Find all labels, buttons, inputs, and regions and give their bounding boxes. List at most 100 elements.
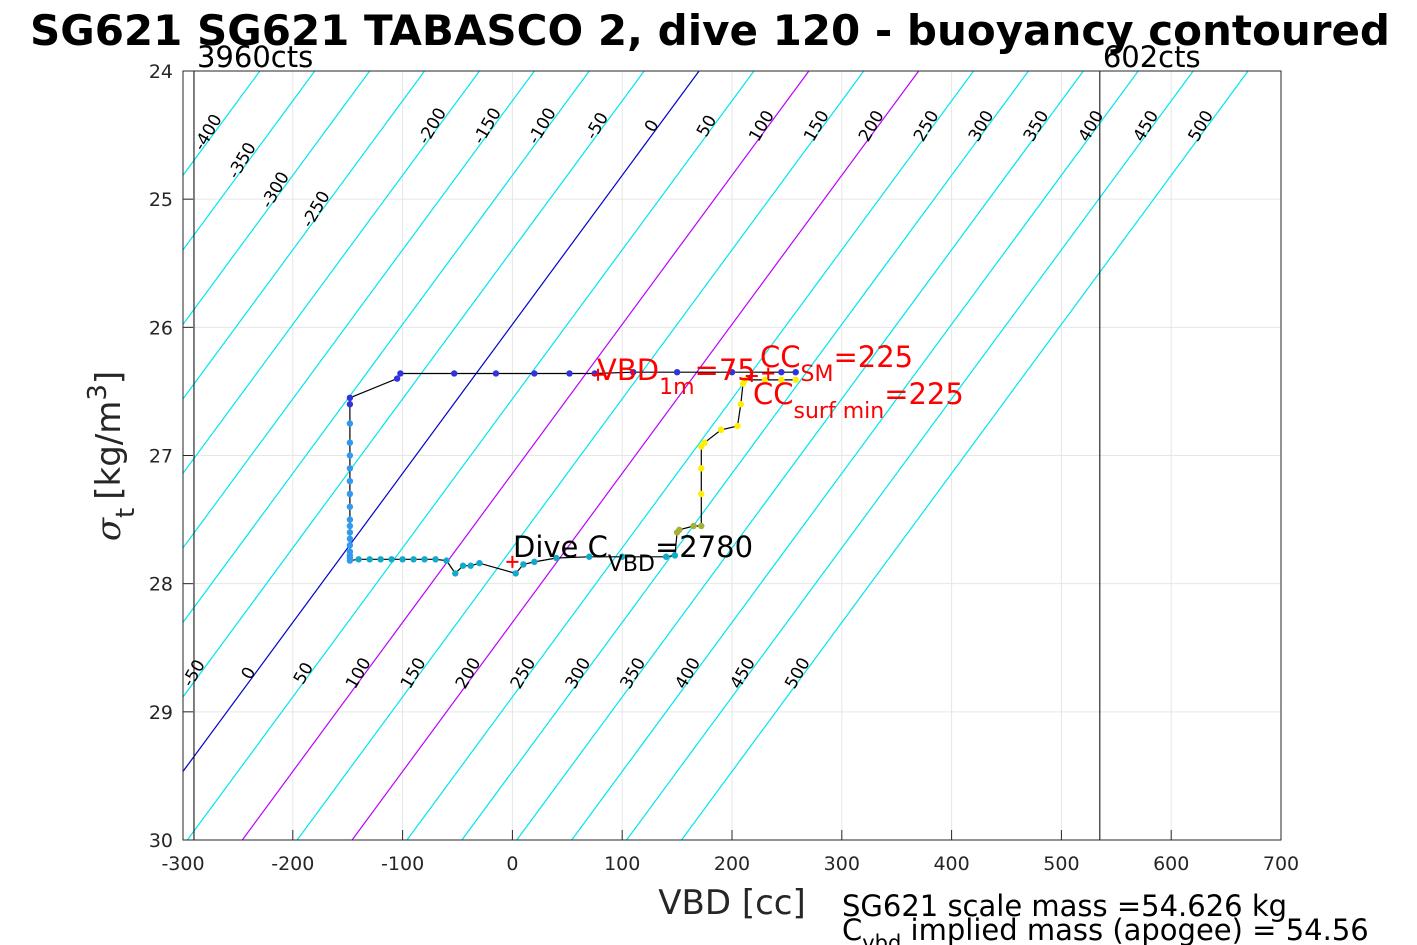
- x-tick-label: 700: [1263, 853, 1299, 875]
- vbd-limit-label: 602cts: [1103, 40, 1201, 74]
- data-point: [619, 553, 626, 560]
- x-tick-label: -300: [161, 853, 204, 875]
- data-point: [346, 452, 354, 459]
- buoyancy-contour-line: [183, 71, 316, 251]
- data-point: [346, 535, 354, 543]
- data-point: [741, 376, 749, 384]
- contour-level-label: 50: [290, 659, 318, 688]
- x-tick-label: 600: [1153, 853, 1189, 875]
- buoyancy-contour-line: [626, 71, 1194, 840]
- buoyancy-contour-line: [406, 71, 975, 840]
- dive-cvbd-sub: VBD: [608, 552, 655, 577]
- data-point: [346, 529, 354, 536]
- data-point: [346, 477, 354, 485]
- annotation-layer: [506, 367, 775, 568]
- data-point: [399, 556, 406, 563]
- data-point: [346, 394, 354, 402]
- buoyancy-contour-line: [183, 71, 371, 326]
- contour-level-label: 200: [855, 107, 889, 145]
- buoyancy-contour-line: [183, 71, 480, 475]
- contour-level-label: 250: [507, 654, 541, 692]
- contour-level-label: -250: [298, 188, 335, 231]
- data-point: [792, 376, 799, 384]
- y-tick-label: 28: [149, 574, 173, 596]
- buoyancy-contour-line: [183, 71, 645, 698]
- buoyancy-contour-line: [183, 71, 426, 400]
- cc-surf-min-sub: surf min: [794, 399, 885, 424]
- x-tick-label: 300: [824, 853, 860, 875]
- contour-level-label: 350: [1020, 107, 1054, 145]
- data-point: [451, 370, 458, 377]
- data-point: [698, 522, 705, 530]
- y-axis-label-sup: 3: [83, 384, 113, 401]
- x-tick-label: 100: [604, 853, 640, 875]
- buoyancy-contour-line: [241, 71, 810, 840]
- contour-level-label: 200: [452, 654, 486, 692]
- contour-level-label: 450: [1130, 107, 1164, 145]
- data-point: [734, 422, 741, 430]
- y-axis-label: σt [kg/m3]: [83, 371, 141, 541]
- data-point: [778, 368, 785, 376]
- x-tick-label: 500: [1043, 853, 1079, 875]
- dive-cvbd-main: Dive C: [513, 530, 608, 564]
- contour-level-label: 150: [397, 654, 431, 692]
- data-point: [410, 556, 417, 563]
- data-point: [676, 526, 683, 534]
- data-point: [393, 375, 401, 382]
- data-point: [346, 503, 354, 510]
- data-point: [690, 522, 697, 530]
- data-point: [452, 570, 459, 577]
- data-point: [432, 556, 439, 563]
- data-point: [629, 368, 637, 376]
- contour-level-label: 400: [671, 654, 705, 692]
- data-point: [459, 562, 467, 569]
- cc-sm-sub: SM: [801, 362, 834, 387]
- data-point: [476, 559, 483, 567]
- buoyancy-contour-line: [351, 71, 920, 840]
- contour-level-label: 500: [781, 654, 815, 692]
- data-point: [512, 570, 519, 577]
- data-point: [728, 368, 736, 376]
- annotation-marker: [506, 555, 519, 568]
- data-point: [443, 557, 450, 564]
- data-point: [346, 490, 354, 498]
- data-point: [792, 368, 799, 376]
- dive-cvbd-value: =2780: [655, 530, 753, 564]
- data-point: [492, 370, 500, 377]
- contour-level-label: -200: [414, 104, 451, 147]
- y-tick-label: 27: [149, 446, 173, 468]
- x-tick-layer: -300 -200 -100 0 100 200 300 400 500 600 700: [161, 830, 1299, 875]
- y-axis-label-unit: [kg/m: [89, 401, 129, 500]
- annotation-marker: [745, 370, 758, 383]
- data-point: [531, 370, 538, 377]
- vbd-1m-main: VBD: [597, 353, 659, 387]
- cc-surf-min-main: CC: [753, 377, 794, 411]
- data-layer: [346, 368, 799, 577]
- data-point: [673, 368, 681, 376]
- implied-mass-rest: implied mass (apogee) = 54.56: [901, 913, 1368, 945]
- cc-surf-min-label: CCsurf min=225: [753, 377, 964, 424]
- contour-level-label: -400: [190, 111, 227, 154]
- implied-mass-text: Cvbd implied mass (apogee) = 54.56: [842, 913, 1369, 945]
- y-tick-layer: 24 25 26 27 28 29 30: [149, 61, 193, 852]
- contour-level-label: -150: [469, 104, 506, 147]
- data-point: [346, 439, 354, 446]
- contour-level-label: 500: [1184, 107, 1218, 145]
- buoyancy-contour-line: [681, 71, 1249, 840]
- data-point: [421, 556, 428, 563]
- contour-level-label: 0: [641, 116, 664, 135]
- data-point: [698, 465, 705, 472]
- contour-level-label: -350: [224, 139, 261, 182]
- data-point: [346, 557, 354, 564]
- data-point: [388, 556, 395, 563]
- data-point: [566, 370, 573, 377]
- chart-title: SG621 SG621 TABASCO 2, dive 120 - buoyan…: [30, 6, 1390, 55]
- contour-level-label: 150: [800, 107, 834, 145]
- y-axis-label-close: ]: [89, 371, 129, 384]
- contour-level-label: -300: [257, 169, 294, 212]
- x-axis-label: VBD [cc]: [658, 883, 806, 923]
- buoyancy-contour-line: [183, 71, 590, 624]
- x-tick-label: -200: [271, 853, 314, 875]
- data-point: [377, 556, 384, 563]
